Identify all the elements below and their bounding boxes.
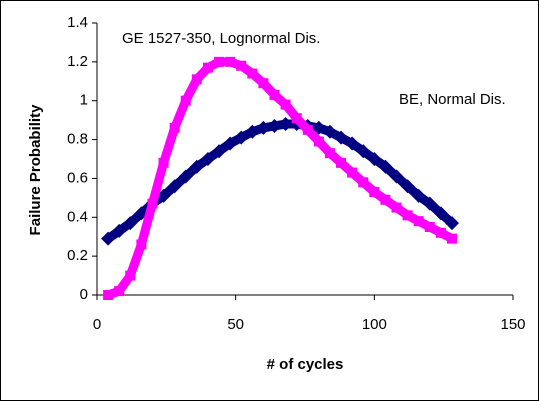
marker (158, 157, 169, 168)
y-tick-label: 1.2 (67, 53, 88, 70)
marker (123, 216, 138, 231)
marker (214, 56, 225, 67)
y-tick-label: 1 (80, 92, 88, 109)
x-tick-label: 100 (362, 316, 387, 333)
marker (114, 286, 125, 297)
y-tick-label: 0.8 (67, 131, 88, 148)
marker (400, 179, 415, 194)
marker (101, 231, 116, 246)
marker (200, 152, 215, 166)
marker (212, 144, 227, 159)
marker (147, 198, 158, 209)
marker (402, 210, 413, 221)
marker (380, 194, 391, 205)
y-tick-label: 0.4 (67, 208, 88, 225)
x-axis-label: # of cycles (267, 356, 344, 373)
marker (269, 89, 280, 100)
marker (236, 60, 247, 71)
marker (278, 117, 293, 132)
marker (125, 270, 136, 281)
marker (258, 78, 269, 89)
marker (424, 222, 435, 232)
marker (267, 118, 282, 133)
marker (369, 187, 380, 198)
marker (225, 56, 236, 67)
marker (256, 120, 271, 135)
marker (413, 216, 424, 227)
y-axis-label: Failure Probability (27, 104, 44, 236)
annotation: BE, Normal Dis. (399, 91, 506, 108)
marker (178, 169, 193, 184)
marker (291, 113, 302, 124)
y-tick-label: 0.2 (67, 247, 88, 264)
marker (347, 167, 358, 178)
marker (324, 148, 335, 159)
marker (411, 188, 426, 203)
marker (422, 196, 437, 211)
marker (322, 124, 337, 139)
marker (311, 120, 326, 135)
marker (358, 177, 369, 188)
marker (189, 159, 204, 174)
marker (446, 233, 457, 244)
marker (280, 99, 291, 110)
y-tick-label: 0.6 (67, 169, 88, 186)
marker (245, 124, 260, 139)
marker (167, 179, 182, 194)
marker (103, 290, 114, 300)
x-tick-label: 50 (227, 316, 244, 333)
marker (345, 136, 360, 151)
marker (112, 223, 127, 238)
marker (391, 202, 402, 213)
marker (234, 130, 249, 145)
marker (435, 227, 446, 238)
marker (202, 62, 213, 73)
marker (336, 157, 347, 168)
marker (247, 68, 258, 79)
marker (356, 144, 371, 159)
x-tick-label: 0 (93, 316, 101, 333)
y-tick-label: 1.4 (67, 14, 88, 31)
y-tick-label: 0 (80, 286, 88, 303)
marker (389, 169, 404, 184)
annotation: GE 1527-350, Lognormal Dis. (122, 30, 320, 47)
marker (313, 136, 324, 147)
marker (433, 206, 448, 221)
marker (136, 239, 147, 250)
marker (191, 74, 202, 85)
marker (367, 152, 382, 166)
marker (444, 216, 459, 231)
marker (302, 124, 313, 135)
marker (180, 95, 191, 106)
marker (334, 130, 349, 145)
x-tick-label: 150 (500, 316, 525, 333)
marker (223, 136, 238, 151)
marker (378, 159, 393, 174)
marker (169, 122, 180, 133)
